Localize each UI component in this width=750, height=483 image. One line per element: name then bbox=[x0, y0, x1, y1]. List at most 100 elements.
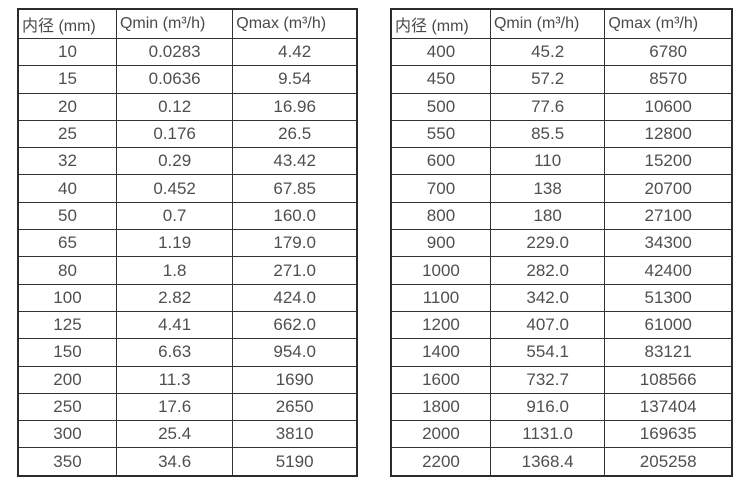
cell-qmax: 15200 bbox=[604, 147, 733, 176]
cell-qmin: 1131.0 bbox=[489, 420, 606, 449]
cell-qmax: 160.0 bbox=[232, 201, 358, 231]
cell-qmin: 0.176 bbox=[115, 119, 234, 149]
cell-diameter: 300 bbox=[17, 420, 117, 449]
table-row: 200 11.3 1690 bbox=[17, 365, 358, 394]
cell-diameter: 2000 bbox=[390, 420, 491, 449]
cell-diameter: 100 bbox=[17, 283, 117, 312]
cell-diameter: 50 bbox=[17, 201, 117, 231]
table-row: 65 1.19 179.0 bbox=[17, 229, 358, 258]
cell-diameter: 1200 bbox=[390, 310, 491, 340]
cell-diameter: 10 bbox=[17, 37, 117, 67]
cell-qmax: 137404 bbox=[604, 392, 733, 422]
table-row: 550 85.5 12800 bbox=[390, 119, 733, 149]
cell-qmax: 108566 bbox=[604, 365, 733, 394]
cell-qmax: 6780 bbox=[604, 37, 733, 67]
table-row: 1200 407.0 61000 bbox=[390, 310, 733, 340]
cell-qmin: 57.2 bbox=[489, 65, 606, 94]
table-row: 80 1.8 271.0 bbox=[17, 256, 358, 285]
cell-qmax: 662.0 bbox=[232, 310, 358, 340]
cell-diameter: 400 bbox=[390, 37, 491, 67]
cell-qmin: 17.6 bbox=[115, 392, 234, 422]
table-row: 500 77.6 10600 bbox=[390, 92, 733, 121]
cell-diameter: 900 bbox=[390, 229, 491, 258]
cell-qmin: 2.82 bbox=[115, 283, 234, 312]
cell-qmin: 77.6 bbox=[489, 92, 606, 121]
cell-qmax: 10600 bbox=[604, 92, 733, 121]
table-row: 1100 342.0 51300 bbox=[390, 283, 733, 312]
table-row: 150 6.63 954.0 bbox=[17, 338, 358, 367]
table-row: 1400 554.1 83121 bbox=[390, 338, 733, 367]
cell-qmin: 0.0283 bbox=[115, 37, 234, 67]
cell-qmin: 180 bbox=[489, 201, 606, 231]
table-row: 900 229.0 34300 bbox=[390, 229, 733, 258]
cell-qmax: 424.0 bbox=[232, 283, 358, 312]
cell-qmax: 2650 bbox=[232, 392, 358, 422]
cell-diameter: 800 bbox=[390, 201, 491, 231]
cell-qmax: 43.42 bbox=[232, 147, 358, 176]
cell-qmin: 85.5 bbox=[489, 119, 606, 149]
cell-qmin: 1.8 bbox=[115, 256, 234, 285]
table-row: 1000 282.0 42400 bbox=[390, 256, 733, 285]
cell-diameter: 700 bbox=[390, 174, 491, 203]
cell-qmin: 6.63 bbox=[115, 338, 234, 367]
cell-diameter: 200 bbox=[17, 365, 117, 394]
cell-diameter: 150 bbox=[17, 338, 117, 367]
cell-diameter: 500 bbox=[390, 92, 491, 121]
cell-qmin: 732.7 bbox=[489, 365, 606, 394]
cell-diameter: 1400 bbox=[390, 338, 491, 367]
table-row: 32 0.29 43.42 bbox=[17, 147, 358, 176]
cell-diameter: 1100 bbox=[390, 283, 491, 312]
cell-qmax: 954.0 bbox=[232, 338, 358, 367]
cell-diameter: 1600 bbox=[390, 365, 491, 394]
column-header: Qmin (m³/h) bbox=[115, 8, 234, 39]
cell-diameter: 1800 bbox=[390, 392, 491, 422]
cell-qmax: 26.5 bbox=[232, 119, 358, 149]
column-header: 内径 (mm) bbox=[390, 8, 491, 39]
cell-qmin: 407.0 bbox=[489, 310, 606, 340]
cell-diameter: 350 bbox=[17, 447, 117, 477]
column-header: 内径 (mm) bbox=[17, 8, 117, 39]
table-row: 1800 916.0 137404 bbox=[390, 392, 733, 422]
cell-qmin: 25.4 bbox=[115, 420, 234, 449]
cell-qmin: 282.0 bbox=[489, 256, 606, 285]
cell-qmin: 11.3 bbox=[115, 365, 234, 394]
cell-qmax: 1690 bbox=[232, 365, 358, 394]
cell-diameter: 25 bbox=[17, 119, 117, 149]
table-row: 15 0.0636 9.54 bbox=[17, 65, 358, 94]
cell-diameter: 32 bbox=[17, 147, 117, 176]
column-header: Qmax (m³/h) bbox=[232, 8, 358, 39]
cell-qmin: 916.0 bbox=[489, 392, 606, 422]
cell-diameter: 65 bbox=[17, 229, 117, 258]
table-row: 10 0.0283 4.42 bbox=[17, 37, 358, 67]
cell-qmin: 138 bbox=[489, 174, 606, 203]
table-row: 800 180 27100 bbox=[390, 201, 733, 231]
cell-qmin: 110 bbox=[489, 147, 606, 176]
cell-diameter: 15 bbox=[17, 65, 117, 94]
table-row: 40 0.452 67.85 bbox=[17, 174, 358, 203]
cell-qmax: 9.54 bbox=[232, 65, 358, 94]
cell-qmin: 0.7 bbox=[115, 201, 234, 231]
cell-qmin: 0.29 bbox=[115, 147, 234, 176]
table-row: 20 0.12 16.96 bbox=[17, 92, 358, 121]
table-row: 50 0.7 160.0 bbox=[17, 201, 358, 231]
cell-diameter: 40 bbox=[17, 174, 117, 203]
table-row: 600 110 15200 bbox=[390, 147, 733, 176]
cell-qmax: 51300 bbox=[604, 283, 733, 312]
cell-diameter: 1000 bbox=[390, 256, 491, 285]
cell-diameter: 600 bbox=[390, 147, 491, 176]
cell-qmin: 0.452 bbox=[115, 174, 234, 203]
column-header: Qmin (m³/h) bbox=[489, 8, 606, 39]
table-row: 100 2.82 424.0 bbox=[17, 283, 358, 312]
cell-diameter: 80 bbox=[17, 256, 117, 285]
table-row: 25 0.176 26.5 bbox=[17, 119, 358, 149]
cell-diameter: 2200 bbox=[390, 447, 491, 477]
cell-qmin: 1.19 bbox=[115, 229, 234, 258]
cell-qmin: 0.12 bbox=[115, 92, 234, 121]
cell-qmax: 34300 bbox=[604, 229, 733, 258]
table-row: 1600 732.7 108566 bbox=[390, 365, 733, 394]
cell-diameter: 125 bbox=[17, 310, 117, 340]
table-row: 300 25.4 3810 bbox=[17, 420, 358, 449]
table-row: 2200 1368.4 205258 bbox=[390, 447, 733, 477]
header-row: 内径 (mm) Qmin (m³/h) Qmax (m³/h) bbox=[17, 8, 358, 39]
